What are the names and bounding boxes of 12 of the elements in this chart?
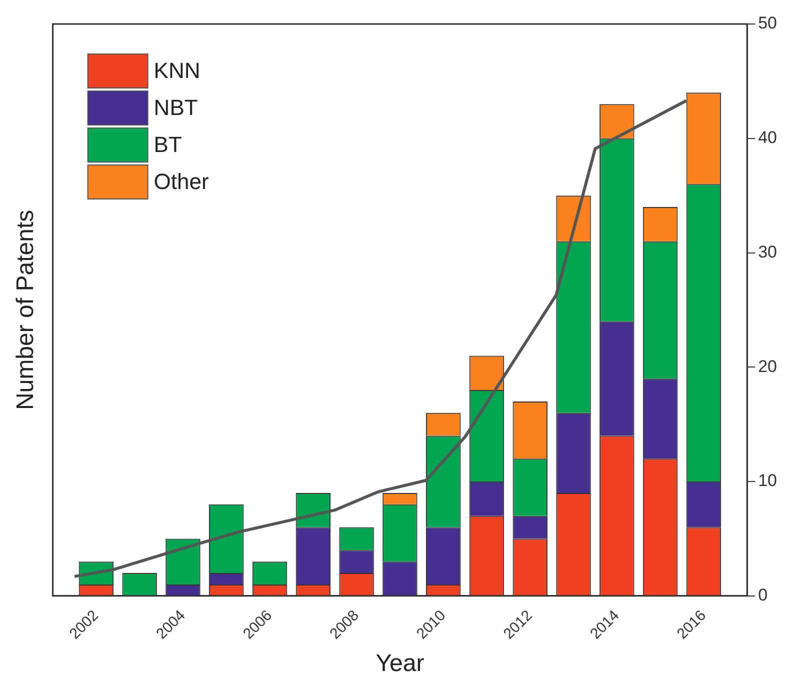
x-axis-title: Year (376, 650, 424, 678)
y-tick-label: 30 (758, 242, 778, 262)
y-tick-label: 50 (758, 14, 778, 33)
y-axis-title: Number of Patents (12, 210, 40, 410)
y-tick-label: 20 (758, 356, 778, 376)
y-tick-label: 40 (758, 128, 778, 148)
y-tick-label: 10 (758, 471, 778, 490)
legend-label: BT (154, 132, 182, 158)
legend-label: NBT (154, 95, 198, 120)
legend-label: KNN (154, 58, 200, 84)
y-tick-label: 0 (758, 586, 768, 605)
legend-label: Other (154, 169, 209, 194)
